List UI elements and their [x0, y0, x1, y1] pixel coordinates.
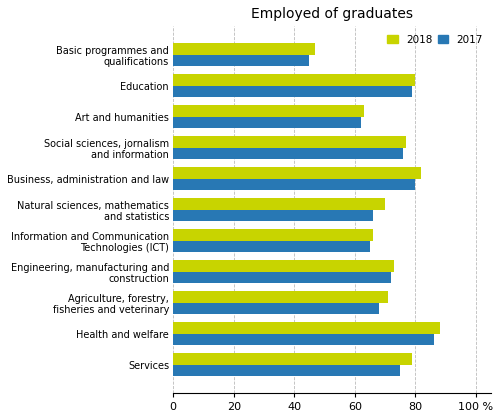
Bar	[173, 229, 373, 241]
Bar	[173, 105, 364, 117]
Bar	[173, 334, 434, 345]
Bar	[173, 322, 440, 334]
Bar	[173, 167, 421, 178]
Bar	[173, 260, 394, 272]
Bar	[173, 86, 412, 98]
Bar	[173, 55, 309, 67]
Bar	[173, 117, 361, 129]
Bar	[173, 198, 385, 210]
Bar	[173, 353, 412, 365]
Bar	[173, 136, 406, 147]
Bar	[173, 272, 391, 283]
Bar	[173, 291, 388, 303]
Bar	[173, 241, 370, 252]
Bar	[173, 147, 403, 160]
Bar	[173, 43, 316, 55]
Bar	[173, 365, 400, 376]
Title: Employed of graduates: Employed of graduates	[251, 7, 413, 21]
Bar	[173, 210, 373, 221]
Bar	[173, 178, 415, 191]
Bar	[173, 74, 415, 86]
Bar	[173, 303, 379, 314]
Legend: 2018, 2017: 2018, 2017	[384, 31, 486, 48]
